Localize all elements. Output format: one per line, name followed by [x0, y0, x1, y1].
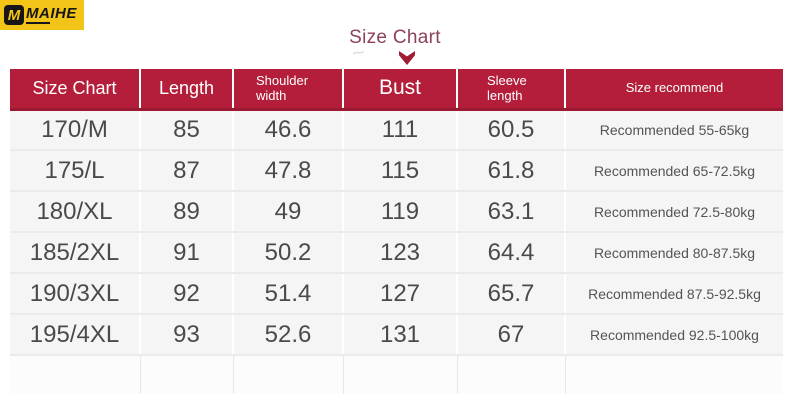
size-cell: 185/2XL: [10, 232, 141, 274]
page-title: Size Chart: [349, 27, 441, 48]
length-cell: 87: [140, 150, 234, 192]
empty-cell: [343, 355, 458, 394]
shoulder-width-cell: 51.4: [233, 273, 344, 315]
bust-cell: 111: [343, 109, 458, 151]
column-header-size: Size Chart: [10, 69, 141, 111]
empty-cell: [233, 355, 344, 394]
size-chart-table: Size Chart Length Shoulder width Bust Sl…: [10, 69, 783, 394]
sleeve-length-cell: 64.4: [457, 232, 566, 274]
table-row: 195/4XL 93 52.6 131 67 Recommended 92.5-…: [10, 314, 783, 356]
column-header-length: Length: [140, 69, 234, 111]
recommend-cell: Recommended 55-65kg: [565, 109, 783, 151]
column-header-bust: Bust: [343, 69, 458, 111]
brand-name: MAIHE: [26, 5, 77, 22]
length-cell: 89: [140, 191, 234, 233]
size-cell: 190/3XL: [10, 273, 141, 315]
table-row: 190/3XL 92 51.4 127 65.7 Recommended 87.…: [10, 273, 783, 315]
sleeve-length-cell: 61.8: [457, 150, 566, 192]
shoulder-width-cell: 50.2: [233, 232, 344, 274]
bust-cell: 119: [343, 191, 458, 233]
empty-row: [10, 355, 783, 394]
recommend-cell: Recommended 72.5-80kg: [565, 191, 783, 233]
bust-cell: 115: [343, 150, 458, 192]
bust-cell: 123: [343, 232, 458, 274]
column-header-sleeve-length: Sleeve length: [457, 69, 566, 111]
shoulder-width-cell: 46.6: [233, 109, 344, 151]
recommend-cell: Recommended 87.5-92.5kg: [565, 273, 783, 315]
shoulder-width-cell: 52.6: [233, 314, 344, 356]
sleeve-length-cell: 67: [457, 314, 566, 356]
length-cell: 93: [140, 314, 234, 356]
empty-cell: [565, 355, 783, 394]
bust-cell: 131: [343, 314, 458, 356]
logo-subtext-bar: [26, 22, 50, 24]
recommend-cell: Recommended 65-72.5kg: [565, 150, 783, 192]
brand-logo: M MAIHE: [0, 0, 84, 30]
sleeve-length-cell: 60.5: [457, 109, 566, 151]
shoulder-width-cell: 49: [233, 191, 344, 233]
table-row: 180/XL 89 49 119 63.1 Recommended 72.5-8…: [10, 191, 783, 233]
sleeve-length-cell: 63.1: [457, 191, 566, 233]
empty-cell: [457, 355, 566, 394]
length-cell: 92: [140, 273, 234, 315]
bust-cell: 127: [343, 273, 458, 315]
recommend-cell: Recommended 92.5-100kg: [565, 314, 783, 356]
size-cell: 175/L: [10, 150, 141, 192]
shoulder-width-cell: 47.8: [233, 150, 344, 192]
brand-m-icon: M: [4, 5, 24, 25]
empty-cell: [10, 355, 141, 394]
length-cell: 85: [140, 109, 234, 151]
length-cell: 91: [140, 232, 234, 274]
size-cell: 195/4XL: [10, 314, 141, 356]
recommend-cell: Recommended 80-87.5kg: [565, 232, 783, 274]
size-cell: 170/M: [10, 109, 141, 151]
table-row: 170/M 85 46.6 111 60.5 Recommended 55-65…: [10, 109, 783, 151]
brand-text-block: MAIHE: [26, 6, 77, 24]
down-arrow-icon: [399, 51, 415, 65]
empty-cell: [140, 355, 234, 394]
size-cell: 180/XL: [10, 191, 141, 233]
column-header-size-recommend: Size recommend: [565, 69, 783, 111]
header-row: Size Chart Length Shoulder width Bust Sl…: [10, 69, 783, 111]
column-header-shoulder-width: Shoulder width: [233, 69, 344, 111]
table-row: 185/2XL 91 50.2 123 64.4 Recommended 80-…: [10, 232, 783, 274]
table-row: 175/L 87 47.8 115 61.8 Recommended 65-72…: [10, 150, 783, 192]
sleeve-length-cell: 65.7: [457, 273, 566, 315]
